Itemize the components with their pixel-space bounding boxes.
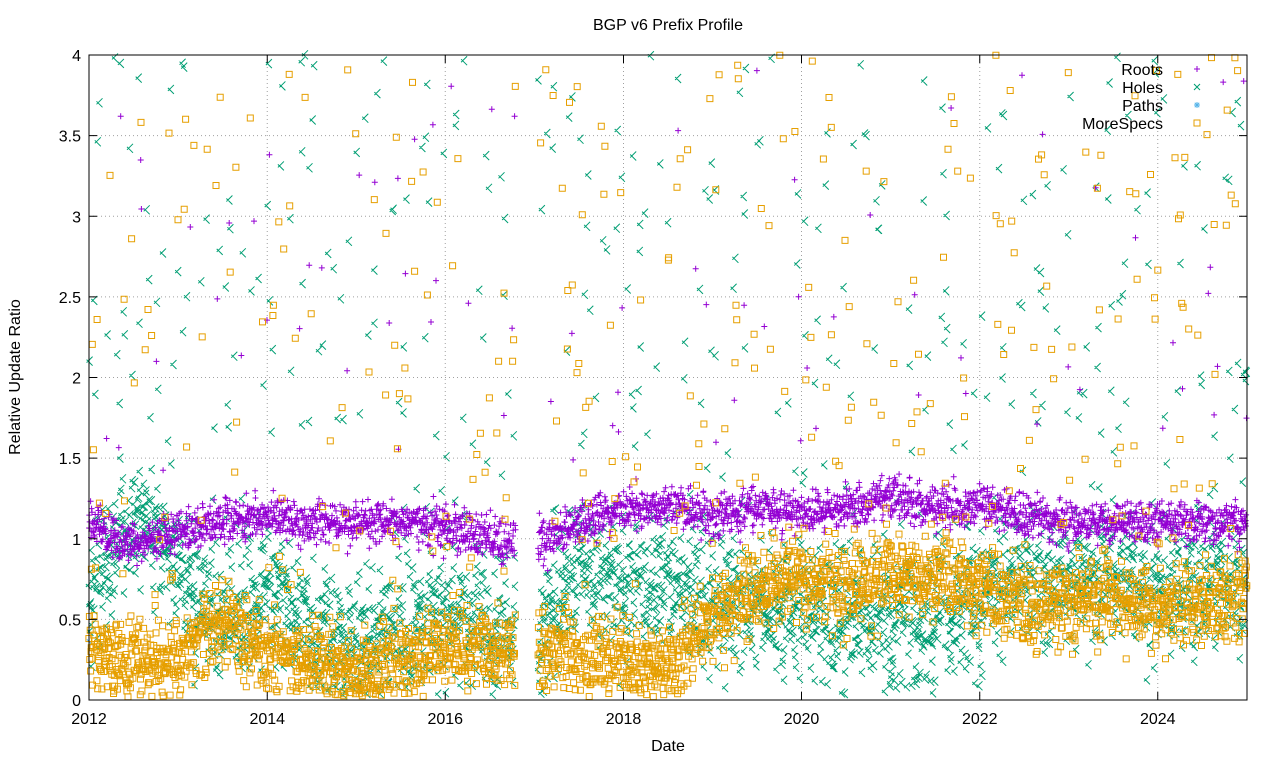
x-tick-label: 2020	[784, 711, 820, 728]
y-tick-label: 2.5	[59, 290, 81, 307]
y-tick-label: 1.5	[59, 451, 81, 468]
x-tick-label: 2018	[606, 711, 642, 728]
axis-ticks: 0 0.5 1 1.5 2 2.5 3 3.5 4 2012 2014 2016 2018 2020 202…	[59, 48, 1247, 728]
legend-label-morespecs: MoreSpecs	[1082, 116, 1163, 133]
y-axis-label: Relative Update Ratio	[7, 299, 24, 455]
x-tick-label: 2012	[71, 711, 107, 728]
legend-label-roots: Roots	[1121, 62, 1163, 79]
y-tick-label: 1	[72, 532, 81, 549]
series-morespecs-points	[85, 51, 1251, 701]
legend-marker-paths	[1194, 102, 1200, 108]
y-tick-label: 2	[72, 371, 81, 388]
x-tick-label: 2016	[427, 711, 463, 728]
legend-marker-roots	[1194, 66, 1200, 72]
series-morespecs-group	[85, 51, 1251, 701]
legend-label-paths: Paths	[1122, 98, 1163, 115]
y-tick-label: 3	[72, 209, 81, 226]
x-tick-label: 2014	[249, 711, 285, 728]
x-tick-label: 2024	[1140, 711, 1176, 728]
grid	[89, 55, 1247, 700]
x-axis-label: Date	[651, 738, 685, 755]
y-tick-label: 0	[72, 693, 81, 710]
y-tick-label: 0.5	[59, 612, 81, 629]
legend-label-holes: Holes	[1122, 80, 1163, 97]
y-tick-label: 4	[72, 48, 81, 65]
x-tick-label: 2022	[962, 711, 998, 728]
legend-marker-holes	[1193, 83, 1201, 91]
chart-title: BGP v6 Prefix Profile	[593, 17, 743, 34]
legend-marker-morespecs	[1193, 119, 1201, 127]
y-tick-label: 3.5	[59, 129, 81, 146]
